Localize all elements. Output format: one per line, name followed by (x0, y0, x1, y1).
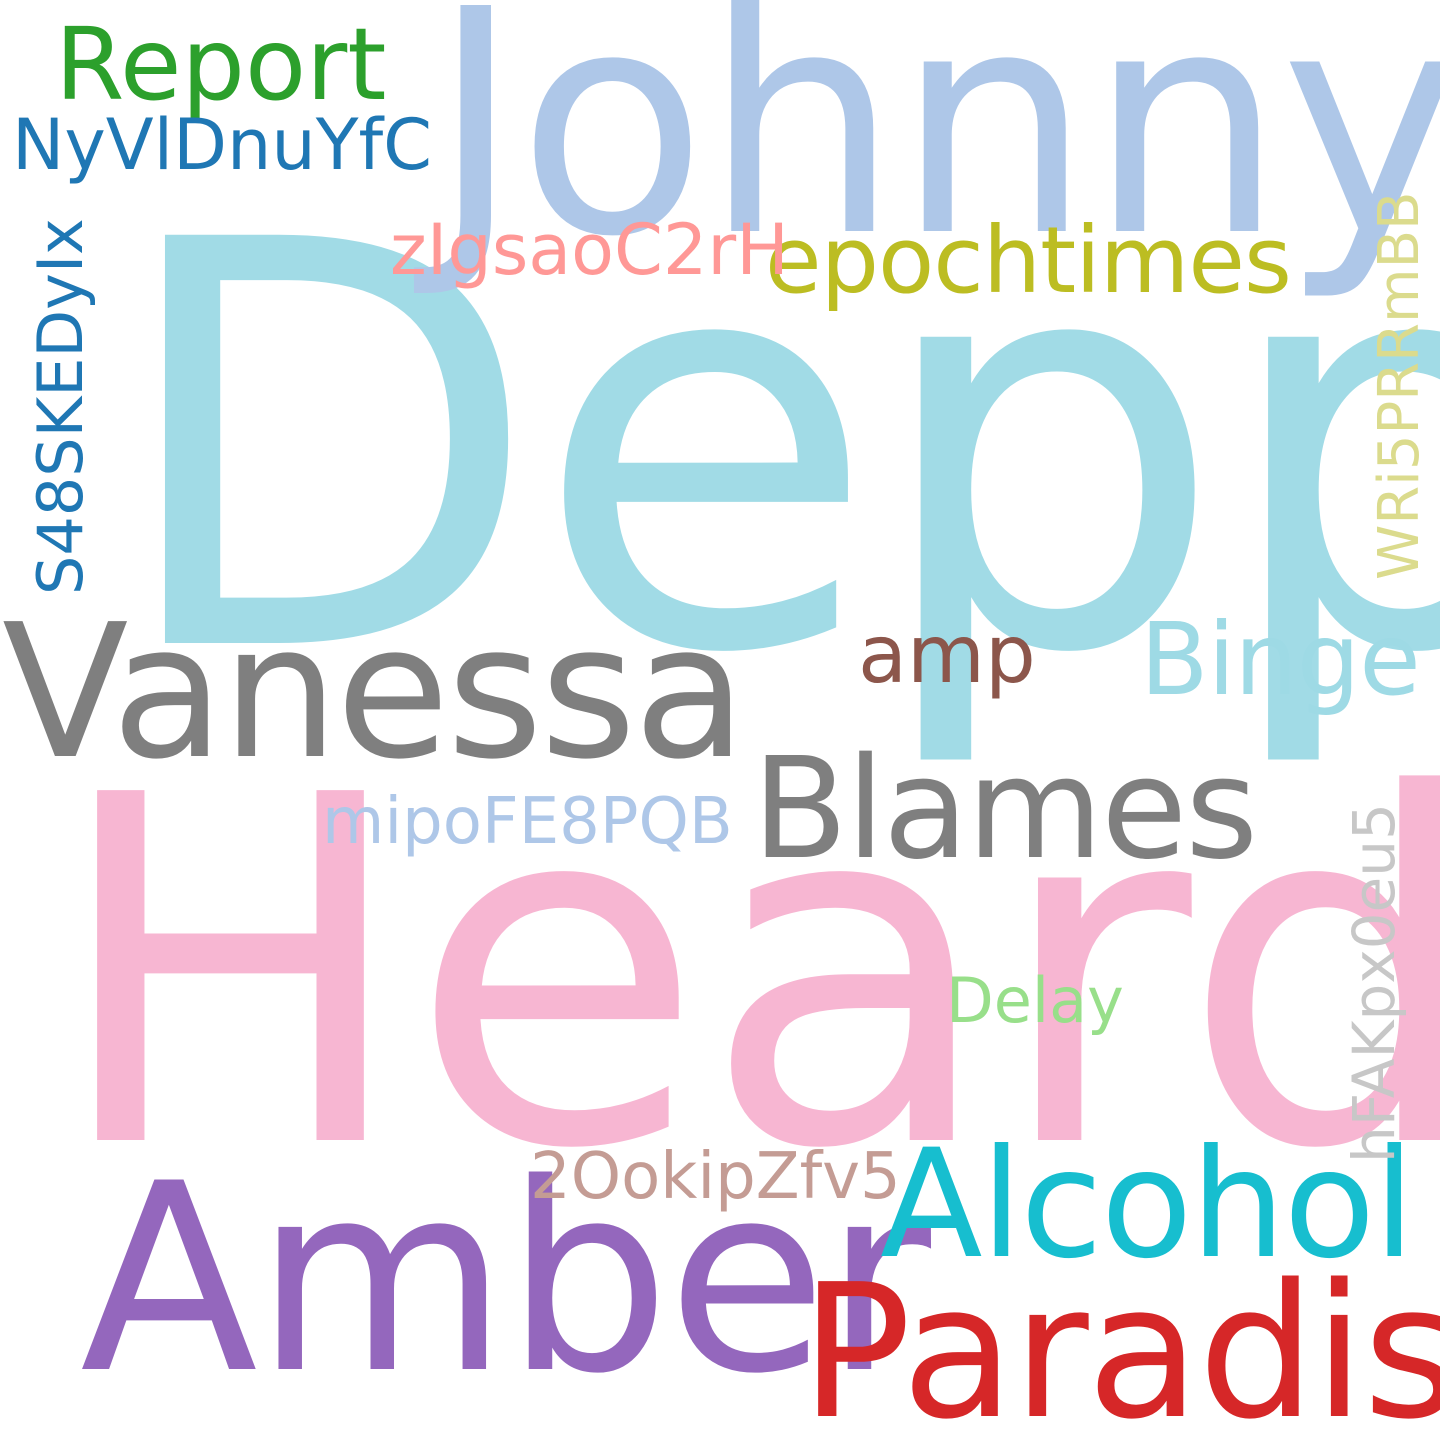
word-depp: Depp (110, 124, 1440, 776)
word-nyvldnuyfc: NyVlDnuYfC (12, 104, 433, 186)
word-amp: amp (858, 608, 1036, 701)
word-epochtimes: epochtimes (765, 207, 1292, 314)
word-amber: Amber (80, 1129, 931, 1431)
word-zigsaoc2rh: zIgsaoC2rH (390, 209, 789, 291)
word-mipofe8pqb: mipoFE8PQB (322, 785, 733, 859)
word-heard: Heard (50, 695, 1440, 1254)
word-s48skedyix: S48SKEDyIx (24, 218, 97, 595)
word-2ookipzfv5: 2OokipZfv5 (530, 1140, 901, 1214)
word-binge: Binge (1140, 601, 1421, 718)
word-delay: Delay (946, 964, 1124, 1037)
word-paradis: Paradis (800, 1244, 1440, 1440)
word-alcohol: Alcohol (880, 1118, 1415, 1292)
word-wri5prrmbb: WRi5PRRmBB (1367, 191, 1432, 580)
word-report: Report (55, 6, 387, 123)
word-johnny: Johnny (430, 0, 1440, 305)
word-vanessa: Vanessa (2, 584, 747, 800)
word-hfakpx0eu5: hFAKpx0eu5 (1340, 803, 1408, 1163)
word-blames: Blames (752, 728, 1258, 891)
